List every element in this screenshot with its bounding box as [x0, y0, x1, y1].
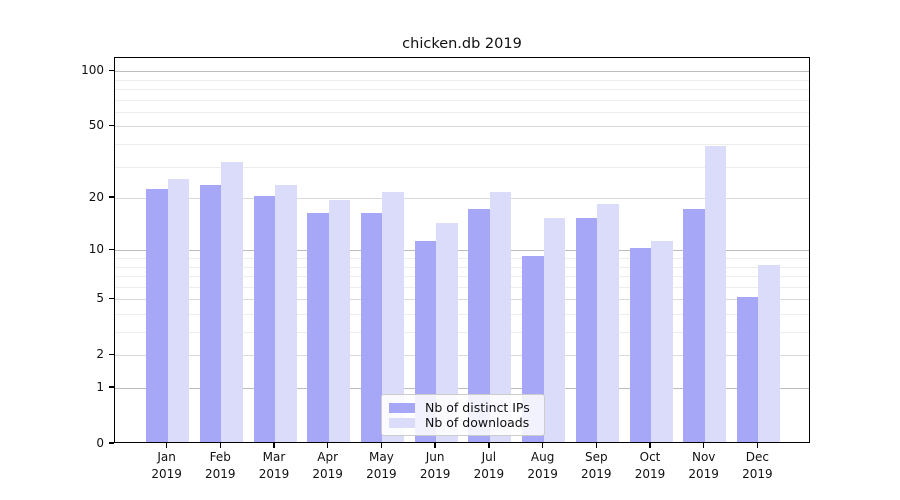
bar-nb-of-downloads-mar [275, 185, 297, 442]
bar-nb-of-distinct-ips-may [361, 213, 383, 442]
x-tick-oct [649, 443, 651, 448]
x-tick-label-feb: Feb 2019 [205, 450, 236, 481]
bar-nb-of-downloads-sep [597, 204, 619, 442]
bar-nb-of-distinct-ips-mar [253, 196, 276, 442]
gridline-y-70 [115, 99, 809, 101]
x-tick-label-jun: Jun 2019 [419, 450, 451, 481]
gridline-y-1 [115, 388, 809, 389]
chart-title: chicken.db 2019 [402, 36, 522, 52]
y-tick-5 [109, 297, 114, 299]
bar-nb-of-downloads-jan [167, 178, 190, 442]
y-tick-label-50: 50 [88, 118, 104, 133]
bar-nb-of-distinct-ips-jun [414, 241, 437, 442]
bar-nb-of-distinct-ips-feb [199, 185, 222, 442]
x-tick-aug [541, 443, 544, 448]
x-tick-label-oct: Oct 2019 [634, 450, 666, 481]
legend-label-distinct-ips: Nb of distinct IPs [425, 400, 530, 415]
x-tick-label-apr: Apr 2019 [312, 450, 343, 481]
x-tick-may [380, 443, 383, 448]
gridline-y-80 [115, 89, 809, 91]
x-tick-label-mar: Mar 2019 [258, 450, 290, 481]
y-tick-label-1: 1 [96, 380, 104, 394]
legend-label-downloads: Nb of downloads [425, 415, 530, 430]
x-tick-sep [595, 443, 597, 448]
legend-row-downloads: Nb of downloads [389, 415, 536, 430]
y-tick-label-0: 0 [96, 436, 104, 450]
gridline-y-40 [115, 144, 809, 146]
legend: Nb of distinct IPs Nb of downloads [381, 394, 545, 436]
x-tick-jun [434, 443, 436, 448]
x-tick-jan [165, 443, 168, 448]
bar-nb-of-downloads-jul [489, 192, 512, 442]
gridline-y-60 [115, 112, 809, 113]
x-tick-feb [219, 443, 221, 448]
gridline-y-7 [115, 276, 809, 277]
y-tick-10 [109, 248, 114, 250]
gridline-y-100 [115, 71, 809, 73]
y-tick-label-10: 10 [88, 242, 104, 257]
gridline-y-2 [115, 355, 809, 357]
x-tick-label-nov: Nov 2019 [688, 450, 719, 481]
gridline-y-20 [115, 198, 809, 200]
bar-nb-of-distinct-ips-apr [307, 213, 329, 442]
y-tick-2 [109, 353, 114, 355]
gridline-y-4 [115, 314, 809, 315]
bar-nb-of-downloads-dec [758, 264, 780, 442]
bar-nb-of-distinct-ips-oct [629, 248, 651, 442]
x-tick-apr [327, 443, 329, 448]
x-tick-label-sep: Sep 2019 [581, 450, 612, 481]
x-tick-mar [273, 443, 275, 448]
y-tick-0 [109, 442, 114, 444]
gridline-y-9 [115, 258, 809, 259]
bar-nb-of-distinct-ips-nov [683, 208, 705, 442]
x-tick-label-dec: Dec 2019 [742, 450, 773, 481]
bar-nb-of-distinct-ips-jan [146, 188, 168, 442]
bar-nb-of-downloads-feb [221, 162, 243, 442]
x-tick-dec [756, 443, 759, 448]
bar-nb-of-downloads-may [382, 192, 404, 442]
x-tick-label-aug: Aug 2019 [527, 450, 558, 481]
x-tick-jul [488, 443, 490, 448]
legend-swatch-distinct-ips [389, 402, 415, 413]
gridline-y-8 [115, 266, 809, 268]
x-tick-label-may: May 2019 [366, 450, 397, 481]
y-tick-label-100: 100 [81, 63, 104, 78]
gridline-y-30 [115, 166, 809, 168]
y-tick-50 [109, 124, 114, 127]
bar-nb-of-distinct-ips-sep [575, 218, 598, 442]
y-tick-1 [109, 386, 114, 388]
gridline-y-3 [115, 332, 809, 333]
y-tick-label-2: 2 [96, 347, 104, 362]
gridline-y-50 [115, 126, 809, 128]
plot-area: Nb of distinct IPs Nb of downloads [114, 57, 810, 443]
bar-nb-of-downloads-aug [543, 218, 566, 442]
y-tick-100 [109, 69, 114, 71]
x-tick-label-jan: Jan 2019 [151, 450, 182, 481]
y-tick-20 [109, 196, 114, 198]
legend-swatch-downloads [389, 417, 415, 428]
bar-nb-of-downloads-apr [328, 200, 351, 442]
gridline-y-90 [115, 79, 809, 81]
x-tick-nov [703, 443, 705, 448]
bar-nb-of-downloads-nov [704, 146, 727, 442]
gridline-y-10 [115, 250, 809, 252]
bar-nb-of-downloads-oct [651, 241, 673, 442]
y-tick-label-5: 5 [96, 291, 104, 306]
y-tick-label-20: 20 [88, 190, 104, 205]
bar-nb-of-distinct-ips-jul [468, 208, 490, 442]
gridline-y-6 [115, 286, 809, 288]
gridline-y-5 [115, 299, 809, 301]
legend-row-distinct-ips: Nb of distinct IPs [389, 400, 536, 415]
bar-nb-of-distinct-ips-dec [736, 297, 759, 442]
x-tick-label-jul: Jul 2019 [473, 450, 505, 481]
bar-nb-of-downloads-jun [436, 223, 458, 442]
